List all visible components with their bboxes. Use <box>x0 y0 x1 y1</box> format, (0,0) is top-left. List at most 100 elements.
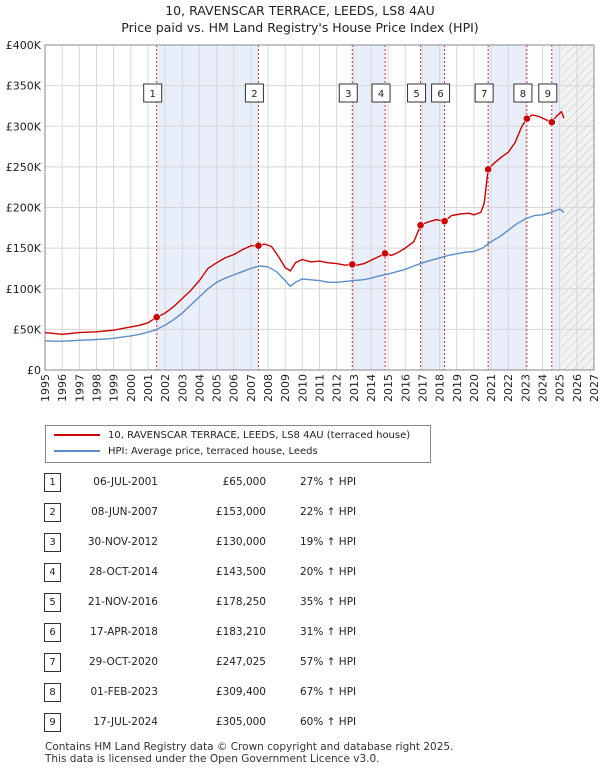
sale-price: £247,025 <box>215 656 266 668</box>
x-tick-label: 2006 <box>228 374 241 402</box>
x-tick-label: 2025 <box>554 374 567 402</box>
sale-hpi-diff: 31% ↑ HPI <box>300 626 357 638</box>
legend-item-hpi: HPI: Average price, terraced house, Leed… <box>54 444 318 460</box>
x-tick-label: 2009 <box>279 374 292 402</box>
x-tick-label: 2001 <box>142 374 155 402</box>
sale-price: £153,000 <box>215 506 266 518</box>
x-tick-label: 1996 <box>56 374 69 402</box>
sale-price: £183,210 <box>215 626 266 638</box>
sale-date: 17-JUL-2024 <box>93 716 158 728</box>
x-tick-label: 2011 <box>314 374 327 402</box>
sale-point <box>547 118 556 127</box>
sale-hpi-diff: 35% ↑ HPI <box>300 596 357 608</box>
y-tick-label: £300K <box>6 120 42 133</box>
sale-number-box <box>538 83 558 103</box>
x-tick-label: 2010 <box>296 374 309 402</box>
x-tick-label: 2022 <box>502 374 515 402</box>
sale-price: £305,000 <box>215 716 266 728</box>
x-tick-label: 2005 <box>211 374 224 402</box>
sale-number-label: 4 <box>378 89 384 100</box>
sale-number-label: 5 <box>413 89 419 100</box>
sale-hpi-diff: 20% ↑ HPI <box>300 566 357 578</box>
x-tick-label: 2007 <box>245 374 258 402</box>
table-row: 6 17-APR-2018 £183,210 31% ↑ HPI <box>0 622 600 642</box>
x-tick-label: 2008 <box>262 374 275 402</box>
x-tick-label: 2000 <box>125 374 138 402</box>
sale-number-badge: 3 <box>44 533 61 552</box>
sale-number-box <box>143 83 163 103</box>
plot-border <box>44 44 595 371</box>
sale-hpi-diff: 60% ↑ HPI <box>300 716 357 728</box>
sale-number-badge: 9 <box>44 713 61 732</box>
sale-hpi-diff: 27% ↑ HPI <box>300 476 357 488</box>
x-tick-label: 2021 <box>485 374 498 402</box>
sale-number-label: 9 <box>545 89 551 100</box>
sale-price: £143,500 <box>215 566 266 578</box>
x-tick-label: 2017 <box>416 374 429 402</box>
x-tick-label: 2020 <box>468 374 481 402</box>
footer-line-licence: This data is licensed under the Open Gov… <box>45 753 380 765</box>
table-row: 1 06-JUL-2001 £65,000 27% ↑ HPI <box>0 472 600 492</box>
sale-number-box <box>431 83 451 103</box>
chart-legend: 10, RAVENSCAR TERRACE, LEEDS, LS8 4AU (t… <box>45 425 431 463</box>
sale-point <box>523 114 531 123</box>
x-tick-label: 2026 <box>571 374 584 402</box>
sale-date: 29-OCT-2020 <box>89 656 158 668</box>
sale-price: £309,400 <box>215 686 266 698</box>
sale-date: 30-NOV-2012 <box>87 536 158 548</box>
hpi-series-line <box>44 208 565 342</box>
sale-price: £178,250 <box>215 596 266 608</box>
x-tick-label: 2024 <box>537 374 550 402</box>
sale-number-label: 8 <box>520 89 526 100</box>
chart-title-address: 10, RAVENSCAR TERRACE, LEEDS, LS8 4AU <box>165 3 435 18</box>
x-tick-label: 1997 <box>73 374 86 402</box>
sale-number-badge: 4 <box>44 563 61 582</box>
footer-line-copyright: Contains HM Land Registry data © Crown c… <box>45 741 454 753</box>
sale-point <box>381 249 389 258</box>
x-tick-label: 2003 <box>176 374 189 402</box>
x-tick-label: 1999 <box>108 374 121 402</box>
sale-number-box <box>407 83 427 103</box>
sale-number-box <box>244 83 264 103</box>
sale-number-badge: 2 <box>44 503 61 522</box>
sale-number-label: 7 <box>481 89 487 100</box>
sale-price: £65,000 <box>222 476 266 488</box>
table-row: 8 01-FEB-2023 £309,400 67% ↑ HPI <box>0 682 600 702</box>
sale-date: 08-JUN-2007 <box>91 506 158 518</box>
table-row: 3 30-NOV-2012 £130,000 19% ↑ HPI <box>0 532 600 552</box>
x-tick-label: 2019 <box>451 374 464 402</box>
y-tick-label: £50K <box>13 323 42 336</box>
x-tick-label: 2015 <box>382 374 395 402</box>
sale-price: £130,000 <box>215 536 266 548</box>
y-tick-label: £400K <box>6 39 42 52</box>
price-series-line <box>44 110 565 335</box>
sale-number-badge: 1 <box>44 473 61 492</box>
sale-number-badge: 8 <box>44 683 61 702</box>
legend-item-price: 10, RAVENSCAR TERRACE, LEEDS, LS8 4AU (t… <box>54 428 410 444</box>
table-row: 5 21-NOV-2016 £178,250 35% ↑ HPI <box>0 592 600 612</box>
sale-hpi-diff: 67% ↑ HPI <box>300 686 357 698</box>
sale-number-label: 1 <box>149 89 155 100</box>
footer-attribution: Contains HM Land Registry data © Crown c… <box>45 741 453 765</box>
x-tick-label: 2014 <box>365 374 378 402</box>
sale-date: 01-FEB-2023 <box>90 686 158 698</box>
sale-point <box>484 165 493 174</box>
sale-point <box>152 313 161 322</box>
table-row: 9 17-JUL-2024 £305,000 60% ↑ HPI <box>0 712 600 732</box>
sale-number-badge: 6 <box>44 623 61 642</box>
legend-hpi-swatch <box>54 450 100 452</box>
y-tick-label: £350K <box>6 80 42 93</box>
x-tick-label: 1995 <box>39 374 52 402</box>
sale-number-label: 6 <box>437 89 443 100</box>
x-tick-label: 2004 <box>193 374 206 402</box>
x-tick-label: 2016 <box>399 374 412 402</box>
sale-number-label: 3 <box>345 89 351 100</box>
sale-number-badge: 7 <box>44 653 61 672</box>
sale-date: 17-APR-2018 <box>90 626 158 638</box>
sale-date: 21-NOV-2016 <box>87 596 158 608</box>
price-chart: 1 2 3 4 5 6 7 8 9 £0 £50K £100K £150K £200K £250K £300K… <box>6 39 600 402</box>
sale-number-box <box>513 83 533 103</box>
sale-hpi-diff: 19% ↑ HPI <box>300 536 357 548</box>
table-row: 7 29-OCT-2020 £247,025 57% ↑ HPI <box>0 652 600 672</box>
y-tick-label: £250K <box>6 161 42 174</box>
